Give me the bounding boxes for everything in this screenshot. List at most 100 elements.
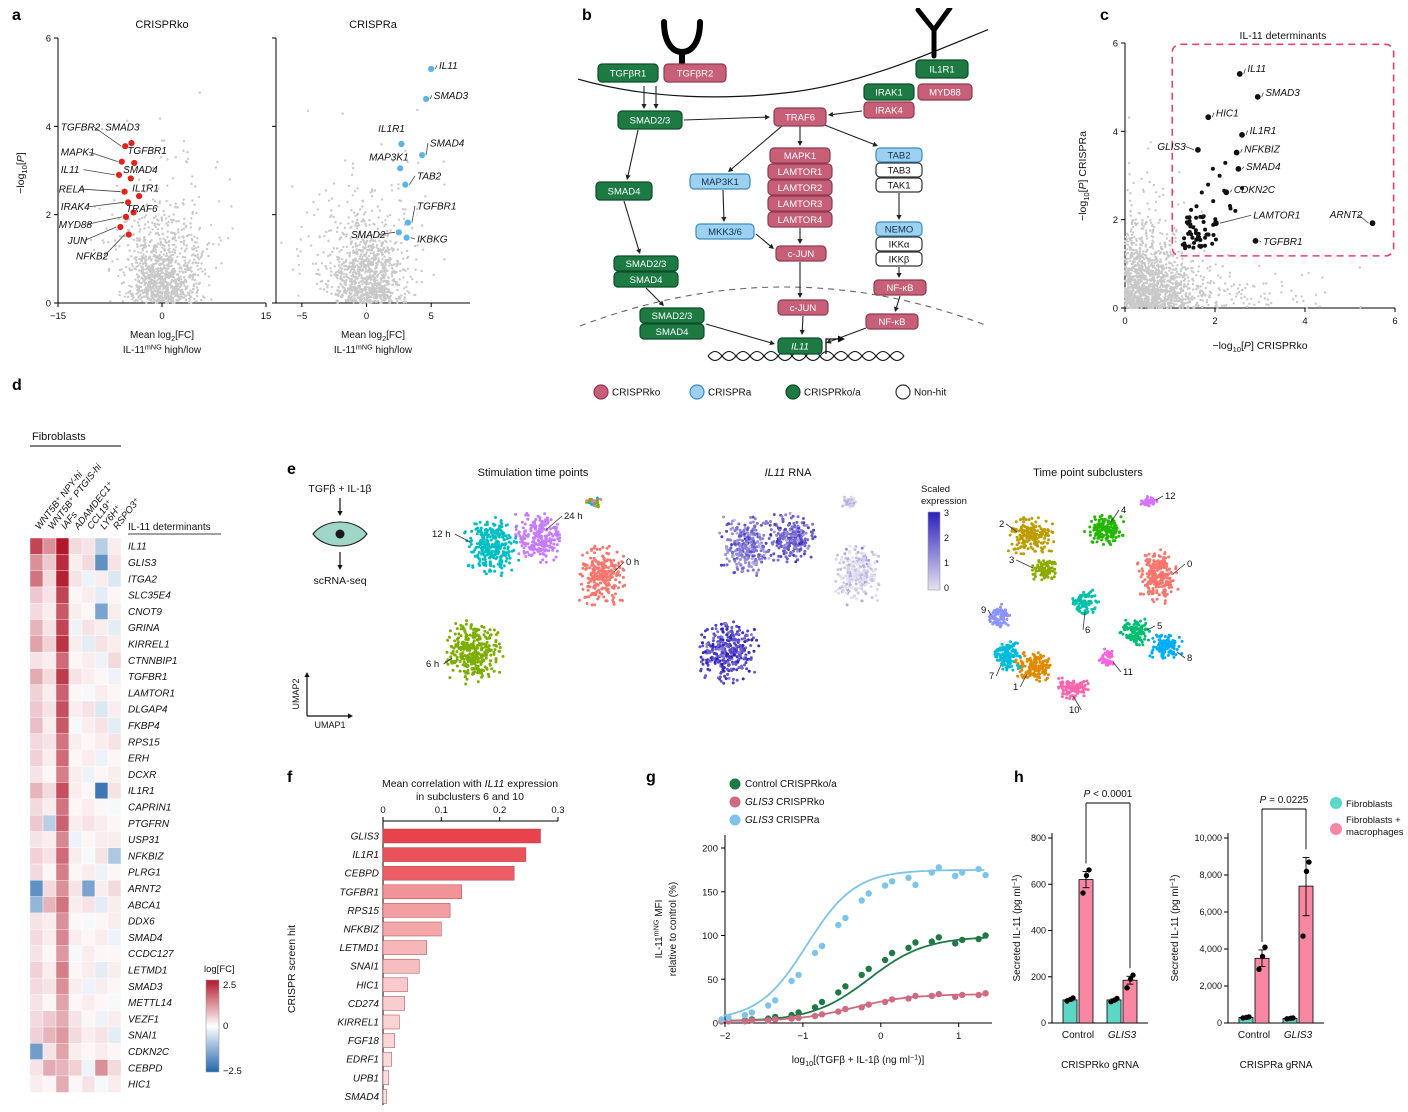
node-NEMO xyxy=(875,221,923,237)
row-label: ITGA2 xyxy=(128,574,157,585)
node-label: SMAD4 xyxy=(630,275,663,286)
colorbar-tick: 3 xyxy=(944,508,949,518)
umap-title: Stimulation time points xyxy=(478,467,589,479)
heatmap-cell xyxy=(107,651,122,669)
assay-label: scRNA-seq xyxy=(313,575,366,587)
y-axis-label: CRISPR screen hit xyxy=(286,925,298,1013)
bar-label: NFKBIZ xyxy=(343,925,379,936)
replicate-dot xyxy=(1086,867,1092,873)
row-label: DLGAP4 xyxy=(128,705,168,716)
node-MAPK1 xyxy=(769,147,831,164)
heatmap-cell xyxy=(68,1010,83,1028)
data-point xyxy=(935,990,942,998)
heatmap-cell xyxy=(68,782,83,800)
bar-CEBPD xyxy=(382,865,515,881)
heatmap-cell xyxy=(55,619,70,637)
row-label: METTL14 xyxy=(128,998,172,1009)
node-IRAK1 xyxy=(863,83,915,101)
data-point xyxy=(959,869,966,876)
heatmap-cell xyxy=(81,1010,96,1028)
background-points xyxy=(280,108,446,305)
gene-point xyxy=(419,151,426,159)
colorbar-label: log[FC] xyxy=(204,964,235,975)
data-point xyxy=(865,965,872,972)
heatmap-cell xyxy=(42,619,57,637)
p-value: P = 0.0225 xyxy=(1260,795,1309,806)
heatmap-cell xyxy=(68,537,83,555)
heatmap-cell xyxy=(81,977,96,995)
heatmap-cell xyxy=(42,929,57,947)
node-label: IRAK1 xyxy=(875,87,902,98)
panel-f-correlation-bars: Mean correlation with IL11 expression in … xyxy=(283,773,583,1112)
gene-point xyxy=(428,65,435,73)
heatmap-cell xyxy=(81,1043,96,1061)
heatmap-cell xyxy=(68,798,83,816)
heatmap-cell xyxy=(81,1026,96,1044)
heatmap-cell xyxy=(107,1010,122,1028)
heatmap-cell xyxy=(94,863,109,881)
heatmap-cell xyxy=(68,602,83,620)
data-point xyxy=(888,996,896,1003)
heatmap-cell xyxy=(55,896,70,914)
legend-label: GLIS3 CRISPRko xyxy=(745,797,825,808)
bar-label: CD274 xyxy=(348,999,380,1010)
gene-label: SMAD4 xyxy=(123,165,158,176)
y-tick: 0 xyxy=(713,1019,718,1030)
heatmap-cell xyxy=(68,700,83,718)
heatmap-cell xyxy=(81,863,96,881)
heatmap-cell xyxy=(68,831,83,849)
cluster-label: 5 xyxy=(1157,621,1162,632)
heatmap-cell xyxy=(107,717,122,735)
x-tick: 6 xyxy=(1392,316,1397,327)
heatmap-cell xyxy=(55,1059,70,1077)
heatmap-cell xyxy=(81,814,96,832)
heatmap-cell xyxy=(81,635,96,653)
replicate-dot xyxy=(1083,872,1090,879)
row-label: DDX6 xyxy=(128,917,155,928)
node-SMAD4 xyxy=(639,323,705,340)
heatmap-cell xyxy=(81,961,96,979)
replicate-dot xyxy=(1259,953,1266,960)
row-label: ABCA1 xyxy=(127,900,161,911)
heatmap-cell xyxy=(68,847,83,865)
colorbar-tick: 0 xyxy=(223,1021,228,1032)
data-point xyxy=(888,878,896,885)
data-point xyxy=(741,1011,749,1019)
y-axis-label: −log10[P] xyxy=(15,152,29,194)
bar-NFKBIZ xyxy=(382,921,442,937)
data-point xyxy=(952,940,959,947)
heatmap-cell xyxy=(94,602,109,620)
gene-point xyxy=(115,171,123,179)
heatmap-cell xyxy=(107,1026,122,1044)
gene-point xyxy=(122,213,130,220)
cluster-label: 24 h xyxy=(564,511,583,522)
y-tick: 2,000 xyxy=(1199,981,1222,991)
heatmap-cell xyxy=(94,945,109,963)
gene-label: SMAD3 xyxy=(105,123,140,134)
node-LAMTOR1 xyxy=(767,163,833,180)
data-point xyxy=(835,921,842,929)
heatmap-cell xyxy=(29,733,44,751)
node-IL11 xyxy=(777,337,823,355)
heatmap-cell xyxy=(55,700,70,718)
heatmap-cell xyxy=(107,880,122,898)
bar-label: IL1R1 xyxy=(352,850,379,861)
heatmap-cell xyxy=(55,733,70,751)
heatmap-cell xyxy=(42,700,57,718)
row-label: ARNT2 xyxy=(127,884,161,895)
gene-label: IL1R1 xyxy=(132,184,159,195)
row-label: CNOT9 xyxy=(128,607,162,618)
gene-label: SMAD4 xyxy=(1246,162,1281,173)
node-IRAK4 xyxy=(863,101,915,119)
gene-label: CDKN2C xyxy=(1234,185,1276,196)
data-point xyxy=(865,890,872,897)
data-point xyxy=(795,1014,802,1021)
heatmap-cell xyxy=(94,1043,109,1061)
row-label: IL1R1 xyxy=(128,786,155,797)
legend-swatch xyxy=(729,796,741,808)
y-tick: 400 xyxy=(1031,926,1046,936)
heatmap-cell xyxy=(81,929,96,947)
chart-title: Mean correlation with IL11 expression xyxy=(382,778,558,790)
